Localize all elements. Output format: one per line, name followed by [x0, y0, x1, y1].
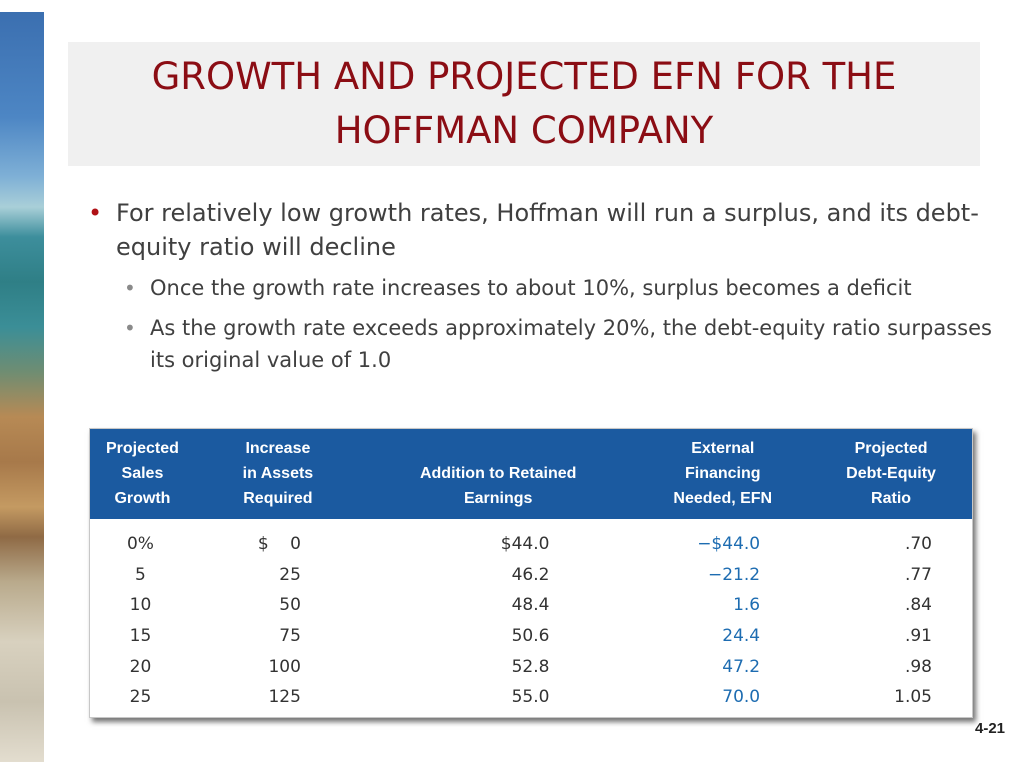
cell-sales-growth: 25 — [129, 687, 152, 708]
bullet-dot-icon: • — [124, 316, 136, 340]
table-row: 10 50 48.4 1.6 .84 — [90, 590, 972, 621]
table-row: 15 75 50.6 24.4 .91 — [90, 621, 972, 652]
cell-sales-growth: 20 — [129, 656, 152, 677]
cell-efn: −$44.0 — [697, 534, 761, 555]
cell-increase-assets: 75 — [279, 626, 301, 647]
cell-debt-equity: .77 — [904, 564, 932, 585]
efn-table-card: Projected Sales Growth Increase in Asset… — [89, 428, 973, 718]
cell-retained-earnings: $44.0 — [500, 534, 550, 555]
page-number: 4-21 — [975, 720, 1006, 737]
table-row: 0% $0 $44.0 −$44.0 .70 — [90, 519, 972, 560]
bullet-sub-text: Once the growth rate increases to about … — [150, 276, 912, 300]
bullet-main-text: For relatively low growth rates, Hoffman… — [116, 199, 979, 261]
cell-efn: 47.2 — [722, 656, 761, 677]
cell-retained-earnings: 50.6 — [511, 626, 550, 647]
col-header-sales-growth: Projected Sales Growth — [105, 440, 179, 507]
cell-sales-growth: 0% — [126, 534, 154, 555]
cell-retained-earnings: 55.0 — [511, 687, 550, 708]
cell-debt-equity: .84 — [904, 595, 932, 616]
table-header-row: Projected Sales Growth Increase in Asset… — [90, 429, 972, 519]
cell-increase-assets: 25 — [279, 564, 301, 585]
bullet-main: • For relatively low growth rates, Hoffm… — [88, 196, 993, 264]
cell-value: 0 — [290, 534, 301, 555]
table-row: 20 100 52.8 47.2 .98 — [90, 651, 972, 682]
cell-efn: 70.0 — [722, 687, 761, 708]
bullet-sub: • As the growth rate exceeds approximate… — [122, 312, 993, 376]
cell-debt-equity: .70 — [904, 534, 932, 555]
cell-efn: 1.6 — [733, 595, 761, 616]
cell-debt-equity: .91 — [904, 626, 932, 647]
bullet-sub: • Once the growth rate increases to abou… — [122, 272, 993, 304]
col-header-debt-equity: Projected Debt-Equity Ratio — [846, 440, 936, 507]
col-header-retained-earnings: Addition to Retained Earnings — [419, 465, 577, 507]
cell-efn: 24.4 — [722, 626, 761, 647]
cell-sales-growth: 10 — [129, 595, 152, 616]
cell-debt-equity: .98 — [904, 656, 932, 677]
cell-retained-earnings: 46.2 — [511, 564, 550, 585]
bullet-list: • For relatively low growth rates, Hoffm… — [88, 196, 993, 376]
dollar-sign: $ — [257, 534, 269, 555]
cell-increase-assets: $0 — [195, 519, 361, 560]
bullet-sub-text: As the growth rate exceeds approximately… — [150, 316, 992, 372]
cell-efn: −21.2 — [708, 564, 761, 585]
reef-photo-strip — [0, 12, 44, 762]
efn-table: Projected Sales Growth Increase in Asset… — [90, 429, 972, 713]
cell-sales-growth: 15 — [129, 626, 152, 647]
cell-debt-equity: 1.05 — [894, 687, 932, 708]
cell-sales-growth: 5 — [135, 564, 146, 585]
col-header-increase-assets: Increase in Assets Required — [242, 440, 314, 507]
cell-increase-assets: 100 — [268, 656, 301, 677]
table-row: 25 125 55.0 70.0 1.05 — [90, 682, 972, 713]
col-header-efn: External Financing Needed, EFN — [673, 440, 773, 507]
cell-increase-assets: 50 — [279, 595, 301, 616]
cell-retained-earnings: 48.4 — [511, 595, 550, 616]
cell-retained-earnings: 52.8 — [511, 656, 550, 677]
bullet-dot-icon: • — [124, 276, 136, 300]
cell-increase-assets: 125 — [268, 687, 301, 708]
title-banner: GROWTH AND PROJECTED EFN FOR THE HOFFMAN… — [68, 42, 980, 166]
bullet-dot-icon: • — [88, 199, 103, 227]
table-row: 5 25 46.2 −21.2 .77 — [90, 560, 972, 591]
slide-title: GROWTH AND PROJECTED EFN FOR THE HOFFMAN… — [151, 55, 897, 152]
